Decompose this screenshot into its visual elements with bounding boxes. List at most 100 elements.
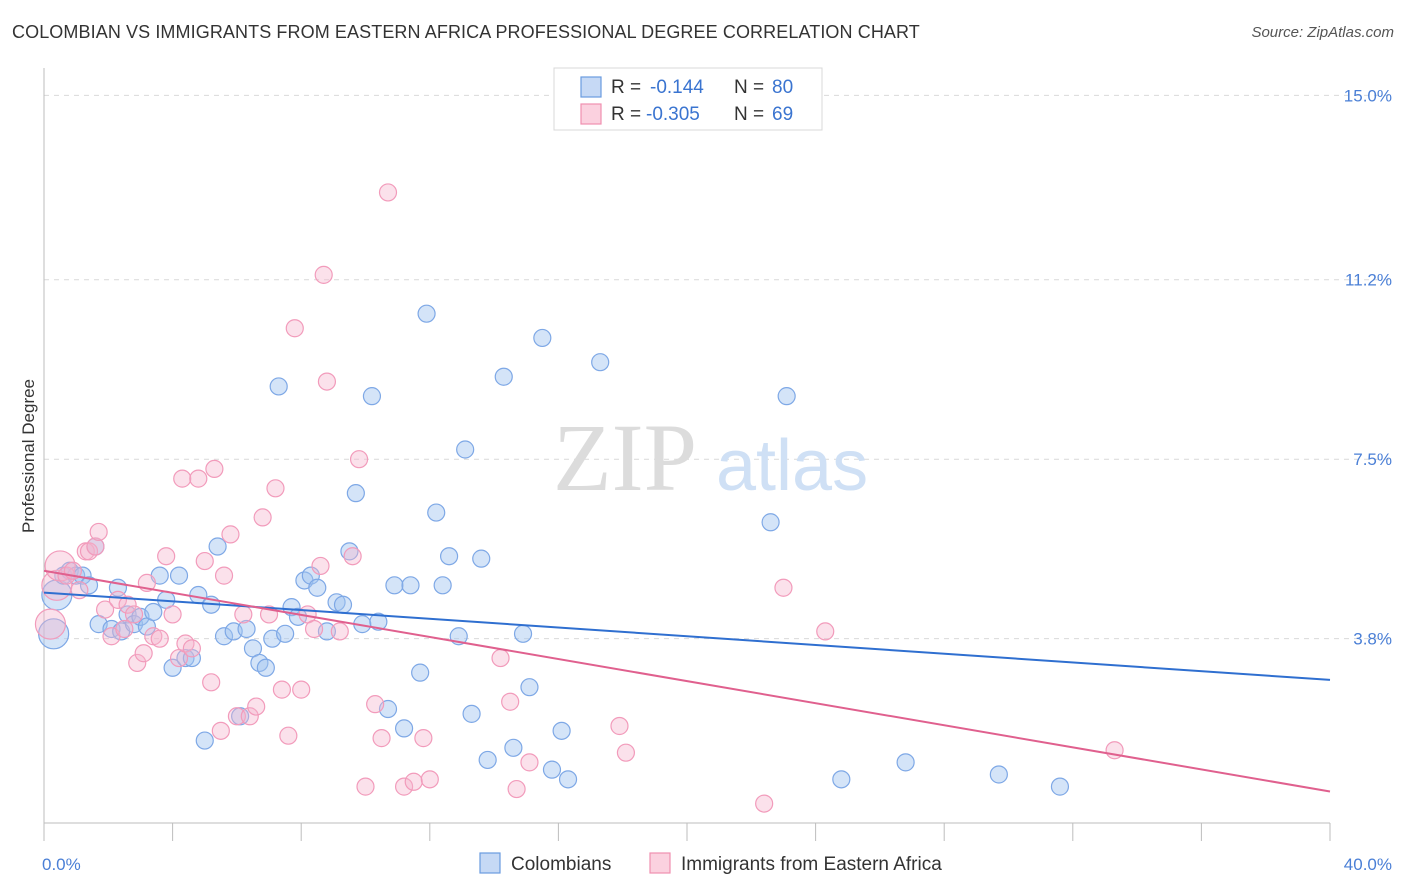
data-point xyxy=(1050,777,1070,796)
axes xyxy=(43,68,1331,841)
data-point xyxy=(189,469,208,488)
data-point xyxy=(266,479,285,498)
data-point xyxy=(205,459,224,479)
data-point xyxy=(896,753,915,772)
data-point xyxy=(115,619,134,639)
data-point xyxy=(362,387,382,406)
data-point xyxy=(366,695,385,714)
data-point xyxy=(150,629,169,648)
data-point xyxy=(163,605,182,624)
legend-swatch-eastern-africa xyxy=(580,103,602,125)
data-point xyxy=(591,353,610,372)
data-point xyxy=(558,770,578,789)
watermark-zip: ZIP xyxy=(553,404,697,511)
y-tick-label: 7.5% xyxy=(1353,450,1392,469)
data-point xyxy=(134,644,153,663)
source-credit: Source: ZipAtlas.com xyxy=(1251,24,1394,41)
y-tick-label: 3.8% xyxy=(1353,630,1392,649)
x-tick-label: 0.0% xyxy=(42,855,81,874)
data-point xyxy=(507,779,526,799)
data-point xyxy=(176,648,195,668)
watermark-atlas: atlas xyxy=(716,426,868,506)
series-colombians xyxy=(38,304,1070,796)
data-point xyxy=(108,590,128,609)
bottom-legend-swatch-colombians xyxy=(479,852,501,874)
trend-line-eastern-africa xyxy=(43,569,1331,793)
data-point xyxy=(292,680,311,699)
data-point xyxy=(256,658,275,677)
data-point xyxy=(394,719,414,738)
data-point xyxy=(478,750,497,770)
data-point xyxy=(420,770,439,789)
data-point xyxy=(247,697,266,716)
data-point xyxy=(285,319,304,338)
data-point xyxy=(494,367,513,386)
data-point xyxy=(349,450,369,469)
data-point xyxy=(774,578,793,597)
scatter-points xyxy=(34,183,1124,813)
data-point xyxy=(272,680,292,699)
data-point xyxy=(279,726,298,745)
legend-r-label-2: R = xyxy=(611,104,641,125)
data-point xyxy=(501,692,520,711)
data-point xyxy=(157,547,176,566)
data-point xyxy=(173,469,192,488)
data-point xyxy=(234,605,253,624)
data-point xyxy=(462,704,481,723)
data-point xyxy=(240,707,259,726)
bottom-legend-label-colombians: Colombians xyxy=(511,854,611,875)
data-point xyxy=(401,576,420,595)
legend-n-value-1: 80 xyxy=(772,77,793,98)
data-point xyxy=(989,765,1008,784)
x-tick-labels: 0.0% 40.0% xyxy=(42,855,1392,874)
data-point xyxy=(439,547,459,566)
y-tick-label: 15.0% xyxy=(1344,86,1392,105)
data-point xyxy=(208,537,227,556)
data-point xyxy=(404,772,423,791)
data-point xyxy=(253,508,272,527)
data-point xyxy=(346,484,365,503)
data-point xyxy=(755,794,774,813)
data-point xyxy=(832,770,851,789)
data-point xyxy=(378,183,398,202)
data-point xyxy=(227,707,246,726)
data-point xyxy=(385,576,404,595)
legend-r-value-2: -0.305 xyxy=(646,104,700,125)
correlation-legend: R = -0.144 N = 80 R = -0.305 N = 69 xyxy=(553,67,823,131)
series-eastern-africa xyxy=(34,183,1124,813)
grid-lines xyxy=(44,94,1392,640)
data-point xyxy=(269,377,288,396)
trend-lines xyxy=(43,569,1331,793)
data-point xyxy=(169,566,189,585)
data-point xyxy=(163,658,182,677)
data-point xyxy=(552,721,571,740)
data-point xyxy=(211,721,230,740)
data-point xyxy=(202,673,221,692)
data-point xyxy=(610,716,629,736)
data-point xyxy=(95,600,115,619)
y-tick-labels: 3.8% 7.5% 11.2% 15.0% xyxy=(1344,86,1392,648)
legend-n-label-1: N = xyxy=(734,77,764,98)
data-point xyxy=(276,624,295,643)
data-point xyxy=(816,622,835,641)
data-point xyxy=(343,547,362,566)
legend-n-label-2: N = xyxy=(734,104,764,125)
data-point xyxy=(372,729,391,748)
data-point xyxy=(777,387,796,406)
data-point xyxy=(513,624,533,643)
data-point xyxy=(761,513,780,532)
data-point xyxy=(308,578,327,597)
legend-n-value-2: 69 xyxy=(772,104,793,125)
data-point xyxy=(304,619,324,639)
data-point xyxy=(369,612,388,631)
chart-title: COLOMBIAN VS IMMIGRANTS FROM EASTERN AFR… xyxy=(12,22,920,42)
x-tick-label: 40.0% xyxy=(1344,855,1392,874)
bottom-legend-swatch-eastern-africa xyxy=(649,852,671,874)
data-point xyxy=(311,556,330,576)
data-point xyxy=(124,605,144,624)
data-point xyxy=(417,304,436,323)
legend-r-value-1: -0.144 xyxy=(650,77,704,98)
series-legend: Colombians Immigrants from Eastern Afric… xyxy=(479,852,942,875)
data-point xyxy=(340,542,359,561)
